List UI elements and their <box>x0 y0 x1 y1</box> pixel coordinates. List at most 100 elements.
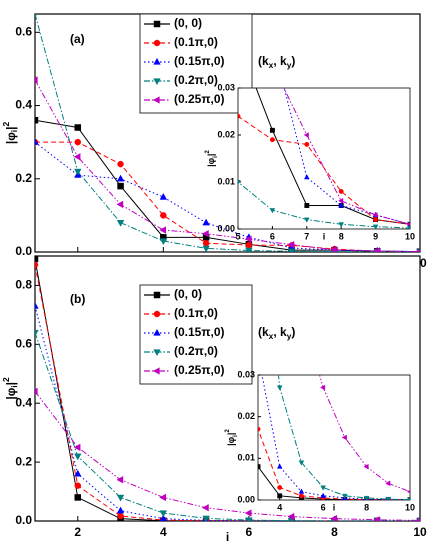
marker <box>269 208 276 214</box>
x-tick-label: 6 <box>270 231 275 241</box>
y-tick-label: 0.0 <box>15 513 32 527</box>
y-tick-label: 0.01 <box>217 176 235 186</box>
x-tick-label: 10 <box>405 231 415 241</box>
legend-label: (0.2π,0) <box>174 344 218 358</box>
marker <box>245 517 253 521</box>
marker <box>245 247 253 252</box>
marker <box>35 329 39 337</box>
y-axis-label: |φi|2 <box>224 429 239 446</box>
legend-label: (0.15π,0) <box>174 54 225 68</box>
marker <box>269 127 275 133</box>
marker <box>258 464 261 470</box>
y-axis-label: |φi|2 <box>204 150 219 167</box>
marker <box>202 239 210 247</box>
marker <box>385 497 392 500</box>
x-tick-label: 8 <box>331 525 338 539</box>
legend-label: (0, 0) <box>174 16 202 30</box>
y-tick-label: 0.6 <box>15 24 32 38</box>
legend-label: (0.15π,0) <box>174 325 225 339</box>
inset-x-label: i <box>323 231 326 241</box>
inset: 4 6 8 10 0.00 0.01 0.02 0.03 i |φi|2 <box>224 369 415 512</box>
inset: 5 6 7 8 9 10 0.00 0.01 0.02 0.03 i |φi|2 <box>204 82 415 241</box>
marker <box>73 153 81 161</box>
x-tick-label: 9 <box>373 231 378 241</box>
marker <box>320 492 326 498</box>
inset-x-label: i <box>333 502 336 512</box>
marker <box>159 510 168 518</box>
marker <box>74 168 82 176</box>
legend-label: (0.25π,0) <box>174 363 225 377</box>
marker <box>363 463 369 470</box>
marker <box>373 516 380 521</box>
x-tick-label: 4 <box>160 525 167 539</box>
series-line <box>35 79 420 252</box>
marker <box>160 212 167 219</box>
x-tick-label: 2 <box>74 525 81 539</box>
marker <box>244 235 252 243</box>
marker <box>415 249 420 252</box>
marker <box>407 497 410 500</box>
marker <box>73 443 81 452</box>
marker <box>159 238 168 246</box>
marker <box>277 485 283 490</box>
marker <box>35 261 39 269</box>
marker <box>35 116 39 124</box>
marker <box>152 96 160 104</box>
y-tick-label: 0.0 <box>15 244 32 258</box>
annotation: (kx, ky) <box>258 325 295 341</box>
x-tick-label: 5 <box>235 231 240 241</box>
marker <box>303 174 310 180</box>
x-tick-label: 4 <box>277 502 282 512</box>
marker <box>245 241 253 249</box>
marker <box>159 226 166 234</box>
legend-label: (0, 0) <box>174 287 202 301</box>
series-line <box>238 180 410 229</box>
marker <box>35 138 39 145</box>
y-tick-label: 0.00 <box>217 223 235 233</box>
legend-label: (0.1π,0) <box>174 306 218 320</box>
x-tick-label: 10 <box>413 525 427 539</box>
marker <box>330 246 338 252</box>
marker <box>338 202 345 208</box>
legend-label: (0.2π,0) <box>174 73 218 87</box>
marker <box>238 113 241 119</box>
marker <box>276 463 283 469</box>
marker <box>116 200 124 209</box>
marker <box>159 493 166 502</box>
marker <box>153 349 161 357</box>
marker <box>303 217 310 223</box>
marker <box>406 222 410 227</box>
y-tick-label: 0.03 <box>217 82 235 92</box>
series-line <box>35 332 420 521</box>
marker <box>244 509 252 517</box>
series-line <box>35 141 420 252</box>
series-line <box>35 391 420 521</box>
marker <box>74 124 82 131</box>
marker <box>258 426 261 432</box>
marker <box>35 256 39 263</box>
y-tick-label: 0.02 <box>237 411 255 421</box>
marker <box>74 494 82 501</box>
marker <box>74 138 82 146</box>
marker <box>298 488 305 494</box>
marker <box>287 512 295 521</box>
marker <box>287 240 295 249</box>
x-tick-label: 6 <box>321 502 326 512</box>
y-tick-label: 0.4 <box>15 98 32 112</box>
series-line <box>283 88 410 225</box>
marker <box>202 245 210 252</box>
marker <box>74 482 82 489</box>
x-tick-label: 8 <box>339 231 344 241</box>
x-tick-label: 6 <box>246 525 253 539</box>
marker <box>363 495 370 500</box>
y-axis-label: |φi|2 <box>1 377 19 400</box>
x-tick-label: 10 <box>405 502 415 512</box>
plot-data <box>35 14 420 252</box>
marker <box>153 20 161 28</box>
y-tick-label: 0.02 <box>217 129 235 139</box>
y-axis-label: |φi|2 <box>1 122 19 145</box>
annotation: (kx, ky) <box>258 54 295 70</box>
marker <box>320 485 326 491</box>
